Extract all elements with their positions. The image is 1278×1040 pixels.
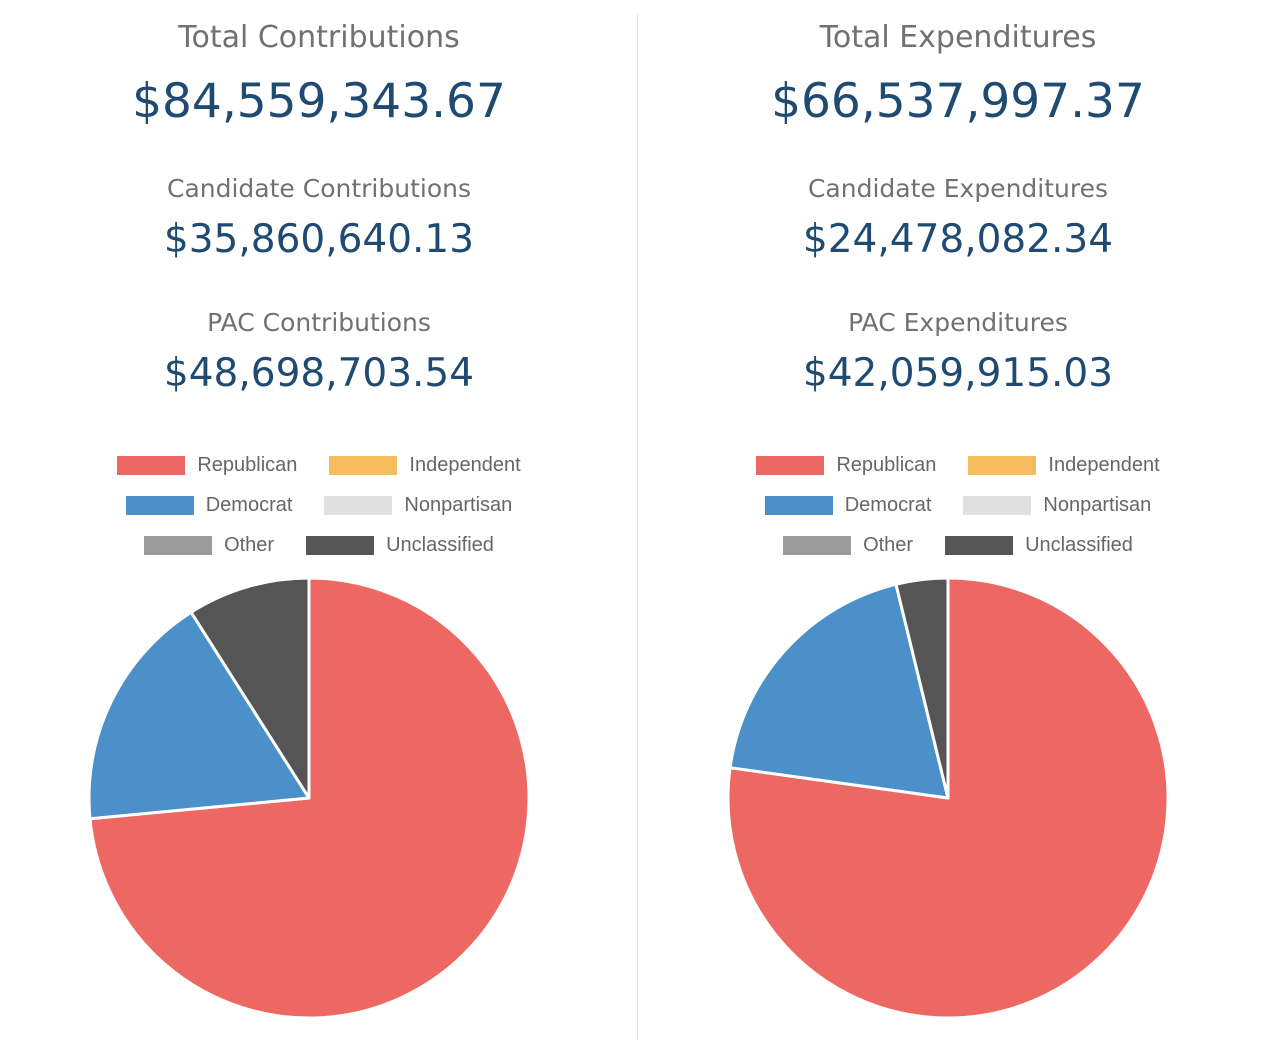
legend-swatch: [125, 495, 194, 515]
legend-item-democrat[interactable]: Democrat: [125, 493, 293, 517]
legend-row: Republican Independent: [639, 452, 1277, 478]
legend-label: Independent: [409, 453, 521, 476]
candidate-contributions-value: $35,860,640.13: [163, 217, 475, 262]
legend-swatch: [783, 535, 852, 555]
legend-row: Other Unclassified: [0, 532, 638, 558]
legend-label: Other: [224, 533, 275, 556]
legend-swatch: [306, 535, 375, 555]
pie-slice-democrat[interactable]: [728, 582, 950, 800]
legend-swatch: [329, 455, 398, 475]
legend-swatch: [117, 455, 186, 475]
legend-label: Nonpartisan: [404, 493, 513, 516]
legend-swatch: [968, 455, 1037, 475]
legend-item-republican[interactable]: Republican: [756, 454, 936, 477]
legend-item-independent[interactable]: Independent: [329, 453, 521, 477]
candidate-contributions-label: Candidate Contributions: [166, 174, 471, 203]
total-contributions-label: Total Contributions: [178, 20, 460, 55]
legend-label: Independent: [1048, 453, 1160, 476]
column-divider: [637, 14, 638, 1040]
legend-swatch: [144, 535, 213, 555]
total-contributions-value: $84,559,343.67: [132, 74, 506, 129]
legend-item-unclassified[interactable]: Unclassified: [306, 534, 494, 557]
pie-slice-unclassified[interactable]: [894, 576, 950, 800]
legend-row: Democrat Nonpartisan: [639, 492, 1277, 518]
legend-label: Republican: [836, 453, 937, 476]
candidate-expenditures-label: Candidate Expenditures: [807, 174, 1109, 203]
legend-item-other[interactable]: Other: [783, 534, 913, 557]
total-expenditures-label: Total Expenditures: [819, 20, 1097, 55]
legend-label: Democrat: [844, 493, 932, 516]
legend-label: Republican: [197, 453, 298, 476]
pac-expenditures-value: $42,059,915.03: [802, 351, 1114, 396]
legend-item-nonpartisan[interactable]: Nonpartisan: [963, 494, 1151, 517]
legend-item-democrat[interactable]: Democrat: [764, 493, 932, 517]
expenditures-panel: Total Expenditures $66,537,997.37 Candid…: [639, 0, 1277, 1040]
legend-item-unclassified[interactable]: Unclassified: [945, 534, 1133, 557]
pac-expenditures-label: PAC Expenditures: [848, 308, 1068, 337]
legend-label: Unclassified: [1025, 533, 1133, 556]
legend-swatch: [756, 455, 825, 475]
legend-row: Democrat Nonpartisan: [0, 492, 638, 518]
legend-swatch: [963, 495, 1032, 515]
legend-swatch: [764, 495, 833, 515]
pac-contributions-value: $48,698,703.54: [163, 351, 475, 396]
legend-item-independent[interactable]: Independent: [968, 453, 1160, 477]
contributions-legend: Republican Independent Democrat Nonparti…: [0, 452, 638, 572]
legend-row: Other Unclassified: [639, 532, 1277, 558]
pie-slice-democrat[interactable]: [87, 610, 311, 821]
legend-label: Democrat: [205, 493, 293, 516]
expenditures-legend: Republican Independent Democrat Nonparti…: [639, 452, 1277, 572]
total-expenditures-value: $66,537,997.37: [771, 74, 1145, 129]
legend-swatch: [945, 535, 1014, 555]
contributions-panel: Total Contributions $84,559,343.67 Candi…: [0, 0, 638, 1040]
contributions-pie-chart: [87, 576, 531, 1020]
candidate-expenditures-value: $24,478,082.34: [802, 217, 1114, 262]
legend-label: Nonpartisan: [1043, 493, 1152, 516]
pie-slice-unclassified[interactable]: [189, 576, 311, 800]
legend-label: Unclassified: [386, 533, 494, 556]
expenditures-pie-chart: [726, 576, 1170, 1020]
legend-item-nonpartisan[interactable]: Nonpartisan: [324, 494, 512, 517]
legend-item-republican[interactable]: Republican: [117, 454, 297, 477]
legend-label: Other: [863, 533, 914, 556]
legend-swatch: [324, 495, 393, 515]
pac-contributions-label: PAC Contributions: [207, 308, 431, 337]
legend-row: Republican Independent: [0, 452, 638, 478]
legend-item-other[interactable]: Other: [144, 534, 274, 557]
